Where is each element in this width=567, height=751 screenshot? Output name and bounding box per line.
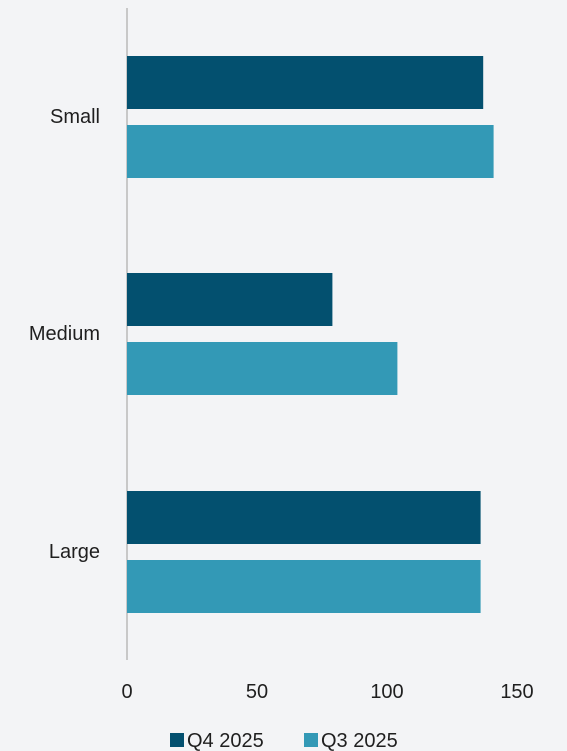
category-label-small: Small — [50, 106, 100, 128]
legend-label-series-1: Q4 2025 — [187, 730, 264, 751]
bar-large-series-1 — [127, 491, 481, 544]
category-label-large: Large — [49, 541, 100, 563]
value-axis-ticks: 0 50 100 150 — [121, 681, 533, 703]
bar-medium-series-2 — [127, 342, 398, 395]
tick-label-150: 150 — [500, 681, 533, 703]
bars — [127, 56, 494, 613]
tick-label-0: 0 — [121, 681, 132, 703]
category-label-medium: Medium — [29, 323, 100, 345]
category-labels: Small Medium Large — [29, 106, 100, 563]
bar-small-series-1 — [127, 56, 484, 109]
bar-small-series-2 — [127, 125, 494, 178]
legend-label-series-2: Q3 2025 — [321, 730, 398, 751]
legend-swatch-series-2 — [304, 733, 318, 747]
tick-label-50: 50 — [246, 681, 268, 703]
legend: Q4 2025 Q3 2025 — [170, 730, 398, 751]
tick-label-100: 100 — [370, 681, 403, 703]
bar-large-series-2 — [127, 560, 481, 613]
legend-swatch-series-1 — [170, 733, 184, 747]
bar-medium-series-1 — [127, 273, 333, 326]
